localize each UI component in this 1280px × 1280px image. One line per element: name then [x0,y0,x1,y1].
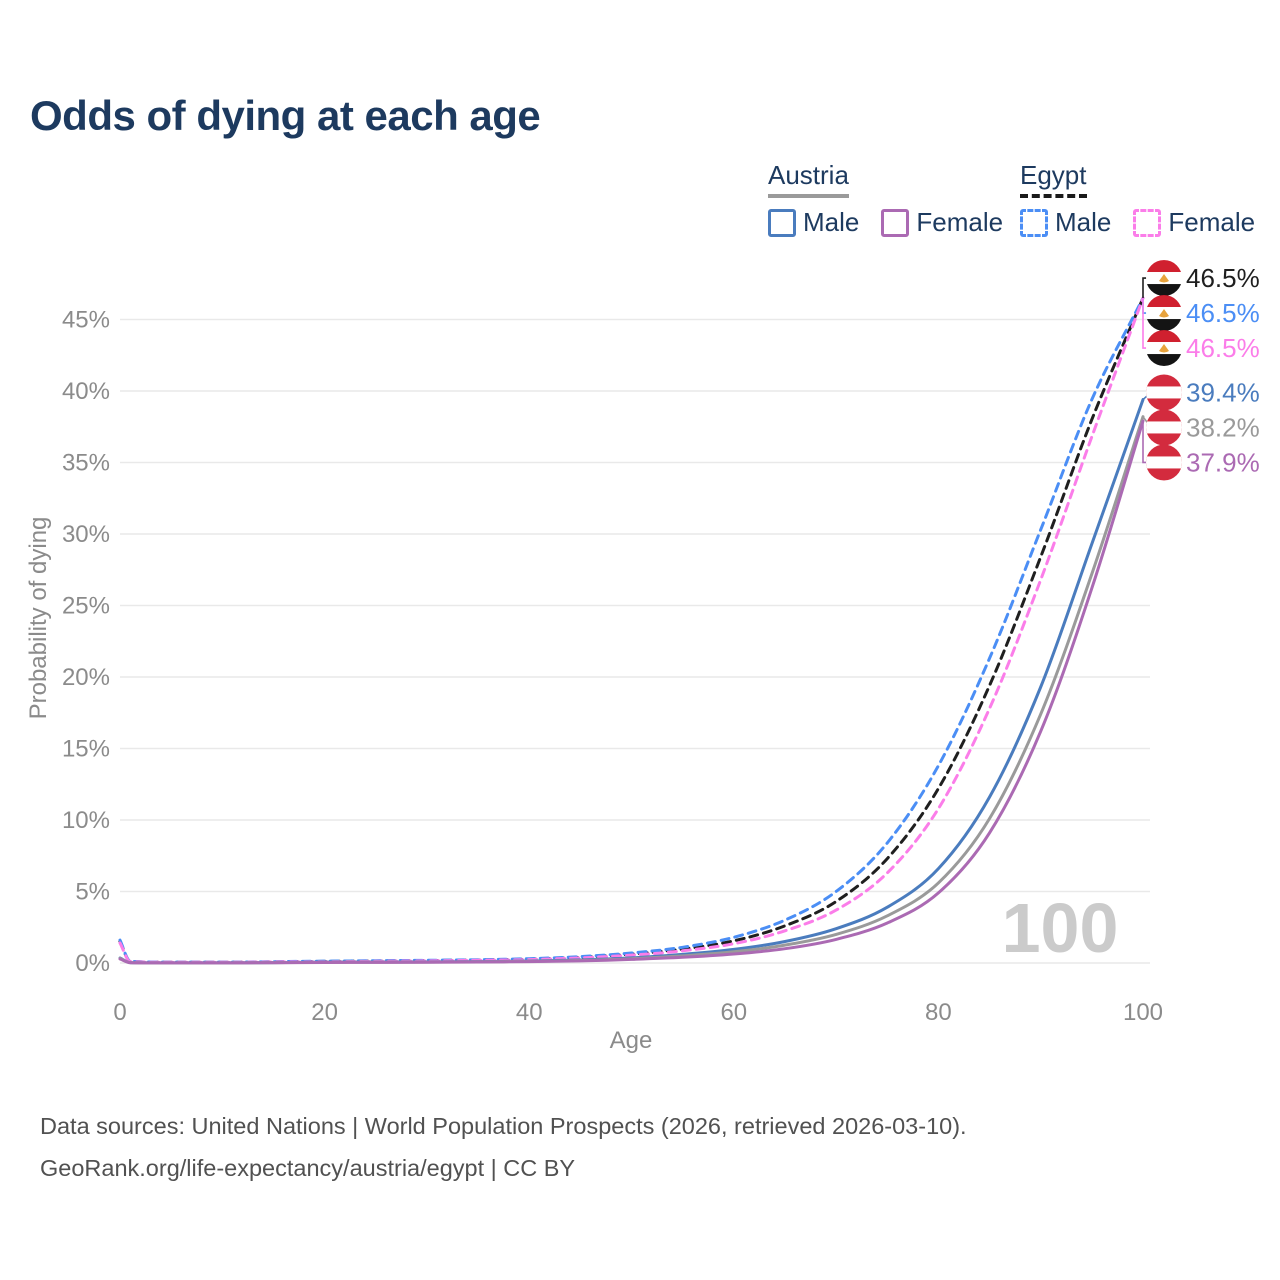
end-value-label-austria-average: 38.2% [1186,412,1260,442]
line-austria-male [118,398,1145,965]
end-value-label-austria-male: 39.4% [1186,377,1260,407]
y-tick-label: 0% [75,950,110,977]
legend-item-egypt-male: Male [1020,207,1111,238]
data-sources-line: Data sources: United Nations | World Pop… [40,1113,967,1139]
line-austria-average [118,415,1145,965]
flag-egypt-icon [1146,330,1182,367]
y-tick-label: 5% [75,879,110,906]
x-tick-label: 40 [516,999,543,1026]
flag-egypt-icon [1146,260,1182,297]
end-value-label-austria-female: 37.9% [1186,447,1260,477]
y-tick-label: 10% [62,807,110,834]
end-value-label-egypt-female: 46.5% [1186,333,1260,363]
x-axis-title: Age [610,1027,653,1054]
y-tick-label: 30% [62,521,110,548]
legend-group-austria: Austria Male Female [768,160,1025,238]
legend-item-austria-male: Male [768,207,859,238]
legend-label-austria-female: Female [916,207,1004,237]
legend-label-egypt-female: Female [1168,207,1256,237]
page-title: Odds of dying at each age [30,92,541,139]
x-tick-label: 20 [311,999,338,1026]
legend-header-egypt: Egypt [1020,160,1087,198]
y-tick-label: 45% [62,307,110,334]
legend-item-egypt-female: Female [1133,207,1255,238]
flag-egypt-icon [1146,295,1182,332]
end-value-label-egypt-average: 46.5% [1186,263,1260,293]
y-tick-label: 25% [62,593,110,620]
flag-austria-icon [1146,374,1182,411]
x-tick-label: 80 [925,999,952,1026]
legend: Austria Male Female Egypt Male [0,160,1280,250]
legend-group-egypt: Egypt Male Female [1020,160,1277,238]
y-tick-label: 35% [62,450,110,477]
y-tick-label: 20% [62,664,110,691]
end-value-label-egypt-male: 46.5% [1186,298,1260,328]
austria-female-checkbox[interactable] [881,208,910,237]
line-egypt-male [118,296,1145,964]
line-egypt-average [118,296,1145,964]
line-austria-female [118,419,1145,965]
line-egypt-female [118,296,1145,964]
license-line: GeoRank.org/life-expectancy/austria/egyp… [40,1154,576,1181]
legend-label-egypt-male: Male [1055,207,1112,237]
flag-austria-icon [1146,444,1182,481]
y-tick-label: 40% [62,378,110,405]
source-attribution: Data sources: United Nations | World Pop… [40,1106,967,1190]
y-tick-label: 15% [62,736,110,763]
legend-label-austria-male: Male [803,207,860,237]
y-axis-title: Probability of dying [25,517,52,720]
flag-austria-icon [1146,409,1182,446]
legend-header-austria: Austria [768,160,849,198]
legend-item-austria-female: Female [881,207,1003,238]
egypt-female-checkbox[interactable] [1133,208,1162,237]
x-tick-label: 0 [113,999,126,1026]
x-tick-label: 60 [720,999,747,1026]
hover-age-watermark: 100 [1002,889,1119,967]
x-tick-label: 100 [1123,999,1163,1026]
egypt-male-checkbox[interactable] [1020,208,1048,237]
austria-male-checkbox[interactable] [768,208,796,237]
